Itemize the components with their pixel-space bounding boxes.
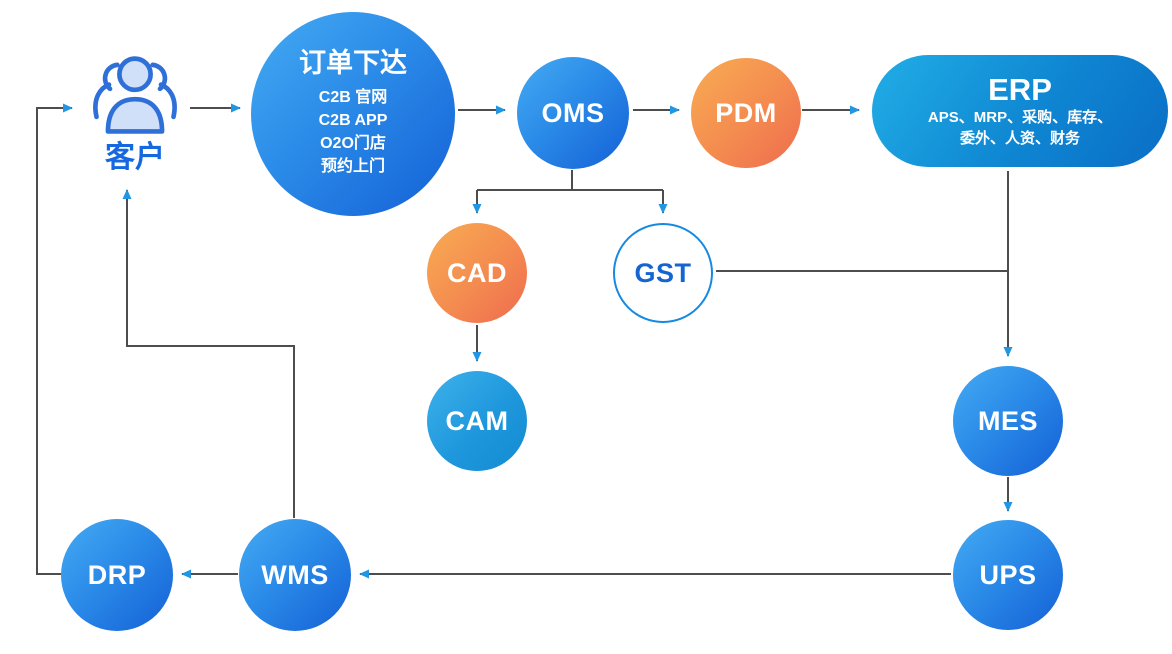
node-wms: WMS bbox=[239, 519, 351, 631]
node-cam: CAM bbox=[427, 371, 527, 471]
node-mes: MES bbox=[953, 366, 1063, 476]
edge-wms-customer bbox=[122, 189, 295, 518]
node-cad: CAD bbox=[427, 223, 527, 323]
node-pdm: PDM bbox=[691, 58, 801, 168]
node-order: 订单下达 C2B 官网 C2B APP O2O门店 预约上门 bbox=[251, 12, 455, 216]
erp-title: ERP bbox=[988, 72, 1052, 107]
node-gst: GST bbox=[613, 223, 713, 323]
customer-label: 客户 bbox=[105, 141, 165, 174]
customer-node: 客户 bbox=[80, 52, 190, 173]
order-title: 订单下达 bbox=[299, 48, 407, 78]
node-ups: UPS bbox=[953, 520, 1063, 630]
edge-drp-customer bbox=[36, 103, 73, 575]
order-channel: C2B APP bbox=[318, 112, 388, 129]
customer-group-icon bbox=[83, 52, 187, 141]
erp-modules-line2: 委外、人资、财务 bbox=[959, 130, 1080, 147]
node-drp: DRP bbox=[61, 519, 173, 631]
erp-modules-line1: APS、MRP、采购、库存、 bbox=[927, 109, 1113, 126]
order-channel: O2O门店 bbox=[320, 135, 386, 152]
node-erp: ERP APS、MRP、采购、库存、 委外、人资、财务 bbox=[872, 55, 1168, 167]
order-channel: C2B 官网 bbox=[318, 89, 388, 106]
node-oms: OMS bbox=[517, 57, 629, 169]
order-channel: 预约上门 bbox=[320, 158, 385, 175]
